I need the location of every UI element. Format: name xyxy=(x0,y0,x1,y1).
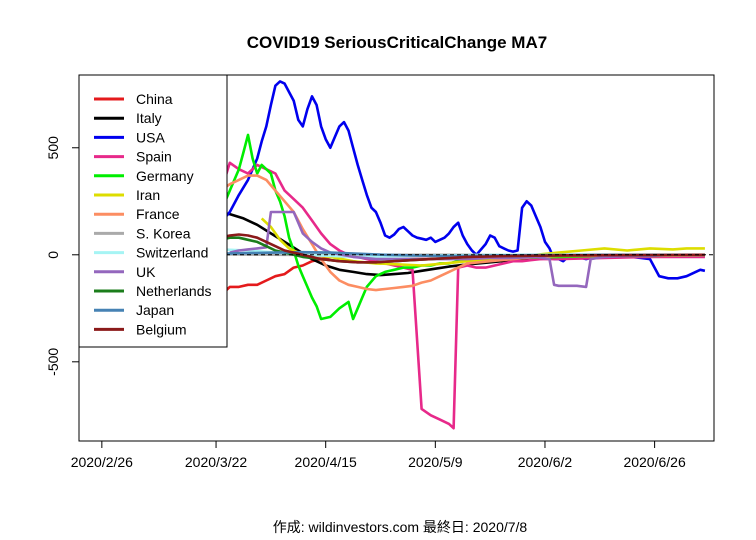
y-axis: -500 0 500 xyxy=(45,136,80,376)
x-tick-label: 2020/2/26 xyxy=(71,454,133,470)
legend-label: UK xyxy=(136,264,156,280)
x-tick-label: 2020/5/9 xyxy=(408,454,463,470)
y-tick-label: -500 xyxy=(45,348,61,376)
x-axis: 2020/2/26 2020/3/22 2020/4/15 2020/5/9 2020/… xyxy=(71,440,686,470)
legend-label: USA xyxy=(136,129,165,145)
legend-label: Iran xyxy=(136,187,160,203)
x-tick-label: 2020/6/2 xyxy=(518,454,573,470)
chart-caption: 作成: wildinvestors.com 最終日: 2020/7/8 xyxy=(273,519,528,535)
series-line-belgium xyxy=(156,233,705,264)
legend-box xyxy=(78,74,228,348)
legend-label: Italy xyxy=(136,110,162,126)
legend: China Italy USA Spain Germany Iran France S. Ko… xyxy=(78,74,228,348)
legend-label: Belgium xyxy=(136,321,187,337)
y-tick-label: 0 xyxy=(45,251,61,259)
legend-label: Switzerland xyxy=(136,245,208,261)
legend-label: Japan xyxy=(136,302,174,318)
series-line-france xyxy=(183,174,705,292)
x-tick-label: 2020/4/15 xyxy=(295,454,357,470)
legend-label: China xyxy=(136,91,173,107)
x-tick-label: 2020/3/22 xyxy=(185,454,247,470)
chart-title: COVID19 SeriousCriticalChange MA7 xyxy=(247,33,547,52)
x-tick-label: 2020/6/26 xyxy=(623,454,685,470)
legend-label: Netherlands xyxy=(136,283,212,299)
legend-label: S. Korea xyxy=(136,225,191,241)
series-line-spain xyxy=(164,157,705,430)
legend-label: France xyxy=(136,206,180,222)
y-tick-label: 500 xyxy=(45,136,61,160)
legend-label: Germany xyxy=(136,168,194,184)
legend-label: Spain xyxy=(136,149,172,165)
